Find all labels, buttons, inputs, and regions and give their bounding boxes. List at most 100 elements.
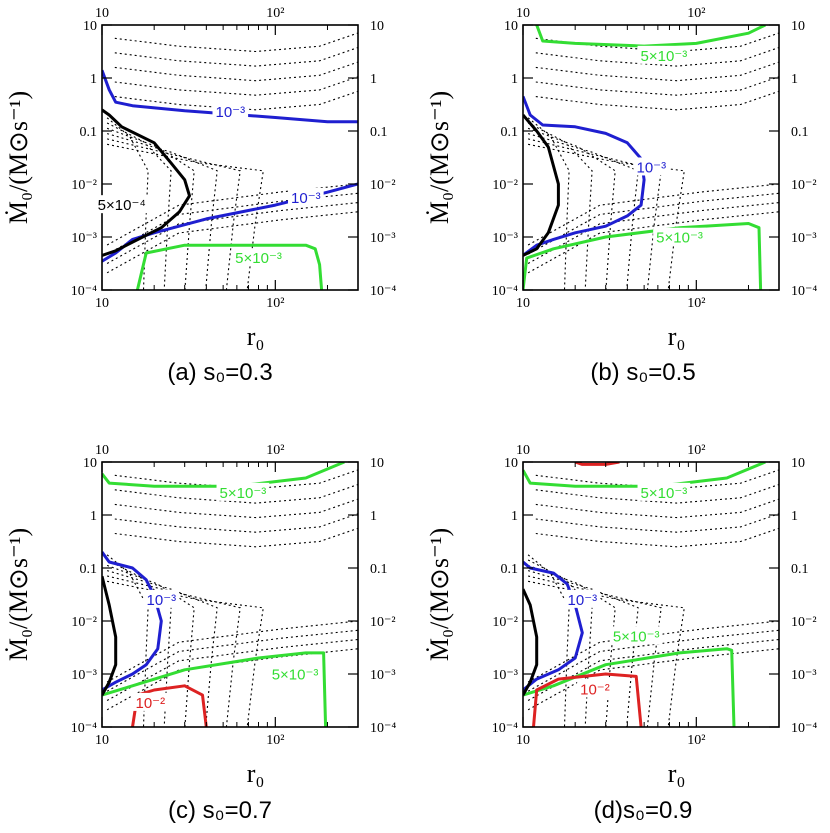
- contour-line: [523, 95, 646, 257]
- background-contour: [527, 133, 639, 290]
- y-tick-label: 10⁻²: [492, 178, 518, 193]
- contour-label: 5×10⁻³: [641, 48, 688, 65]
- background-contour: [114, 483, 358, 504]
- contour-line: [523, 114, 560, 257]
- y-tick-label: 10: [83, 19, 97, 34]
- contour-label-bg: [94, 195, 149, 214]
- x-tick-label: 10: [516, 733, 530, 748]
- contour-label: 5×10⁻³: [220, 485, 267, 502]
- x-tick-label: 10²: [687, 296, 705, 311]
- y-tick-label-right: 10: [791, 19, 805, 34]
- contour-label-bg: [637, 45, 691, 64]
- y-tick-label: 10⁻²: [71, 178, 97, 193]
- contour-label: 10⁻³: [291, 190, 321, 207]
- y-tick-label-right: 10⁻³: [370, 668, 396, 683]
- x-axis-title: r₀: [247, 322, 265, 351]
- background-contour: [527, 629, 779, 692]
- background-contour: [106, 629, 358, 692]
- x-tick-label: 10²: [687, 733, 705, 748]
- y-tick-label-right: 1: [370, 72, 377, 87]
- y-tick-label: 0.1: [80, 125, 98, 140]
- contour-line: [523, 560, 584, 692]
- contour-label: 5×10⁻³: [641, 485, 688, 502]
- contour-line: [523, 462, 766, 488]
- background-contour: [527, 192, 779, 255]
- background-contour: [527, 202, 779, 264]
- background-contour: [535, 498, 779, 519]
- y-axis-title: Ṁ₀/(M⊙s⁻¹): [425, 91, 454, 224]
- background-contour: [527, 127, 616, 290]
- panel-caption: (d)s₀=0.9: [594, 797, 693, 824]
- y-axis-title: Ṁ₀/(M⊙s⁻¹): [4, 91, 33, 224]
- background-contour: [106, 620, 358, 683]
- contour-line: [135, 243, 324, 290]
- background-contour: [106, 575, 241, 727]
- contour-label-bg: [653, 227, 706, 246]
- background-contour: [527, 564, 616, 727]
- y-tick-label-right: 10⁻²: [791, 178, 817, 193]
- y-tick-label: 10: [83, 456, 97, 471]
- y-tick-label: 1: [90, 509, 97, 524]
- x-tick-label-top: 10²: [687, 6, 705, 21]
- contour-label: 5×10⁻³: [235, 250, 282, 267]
- y-tick-label-right: 10⁻⁴: [791, 721, 817, 736]
- contour-line: [102, 462, 345, 488]
- background-contour: [535, 527, 779, 548]
- plot-frame: [522, 461, 780, 728]
- plot-frame: [522, 24, 780, 291]
- y-tick-label-right: 10⁻³: [791, 668, 817, 683]
- background-contour: [535, 46, 779, 67]
- contour-label-bg: [132, 692, 169, 711]
- contour-label: 5×10⁻³: [613, 628, 660, 645]
- x-axis-title: r₀: [668, 322, 686, 351]
- contour-line: [535, 25, 766, 48]
- background-contour: [114, 498, 358, 519]
- contour-line: [102, 108, 191, 257]
- background-contour: [106, 648, 358, 711]
- y-tick-label-right: 10⁻⁴: [791, 284, 817, 299]
- x-tick-label-top: 10²: [266, 443, 284, 458]
- contour-line: [574, 462, 620, 466]
- background-contour: [527, 575, 662, 727]
- background-contour: [114, 513, 358, 533]
- contour-label: 10⁻²: [580, 681, 610, 698]
- y-tick-label-right: 1: [791, 72, 798, 87]
- x-tick-label: 10²: [266, 733, 284, 748]
- plot-area: [102, 32, 358, 290]
- y-tick-label-right: 10⁻⁴: [370, 284, 396, 299]
- contour-label: 5×10⁻³: [656, 230, 703, 247]
- y-axis-title: Ṁ₀/(M⊙s⁻¹): [425, 528, 454, 661]
- contour-label-bg: [633, 157, 670, 176]
- contour-label-bg: [577, 679, 613, 698]
- x-axis-title: r₀: [247, 759, 265, 788]
- contour-line: [102, 69, 358, 124]
- background-contour: [106, 138, 241, 290]
- background-contour: [527, 580, 685, 727]
- background-contour: [535, 483, 779, 504]
- y-tick-label: 1: [511, 72, 518, 87]
- background-contour: [527, 211, 779, 274]
- panel-caption: (a) s₀=0.3: [167, 359, 272, 386]
- contour-label: 5×10⁻³: [272, 667, 319, 684]
- x-tick-label-top: 10²: [266, 6, 284, 21]
- background-contour: [106, 211, 358, 274]
- y-tick-label-right: 10⁻⁴: [370, 721, 396, 736]
- y-tick-label: 0.1: [80, 562, 98, 577]
- background-contour: [114, 46, 358, 67]
- y-tick-label: 10⁻³: [492, 231, 518, 246]
- y-axis-title: Ṁ₀/(M⊙s⁻¹): [4, 528, 33, 661]
- y-tick-label: 10⁻²: [492, 615, 518, 630]
- contour-label-bg: [637, 482, 691, 501]
- background-contour: [535, 513, 779, 533]
- y-tick-label: 10⁻²: [71, 615, 97, 630]
- y-tick-label-right: 10⁻²: [370, 178, 396, 193]
- y-tick-label-right: 0.1: [370, 125, 388, 140]
- contour-label-bg: [212, 102, 249, 121]
- background-contour: [535, 90, 779, 111]
- background-contour: [527, 620, 779, 683]
- y-tick-label-right: 1: [791, 509, 798, 524]
